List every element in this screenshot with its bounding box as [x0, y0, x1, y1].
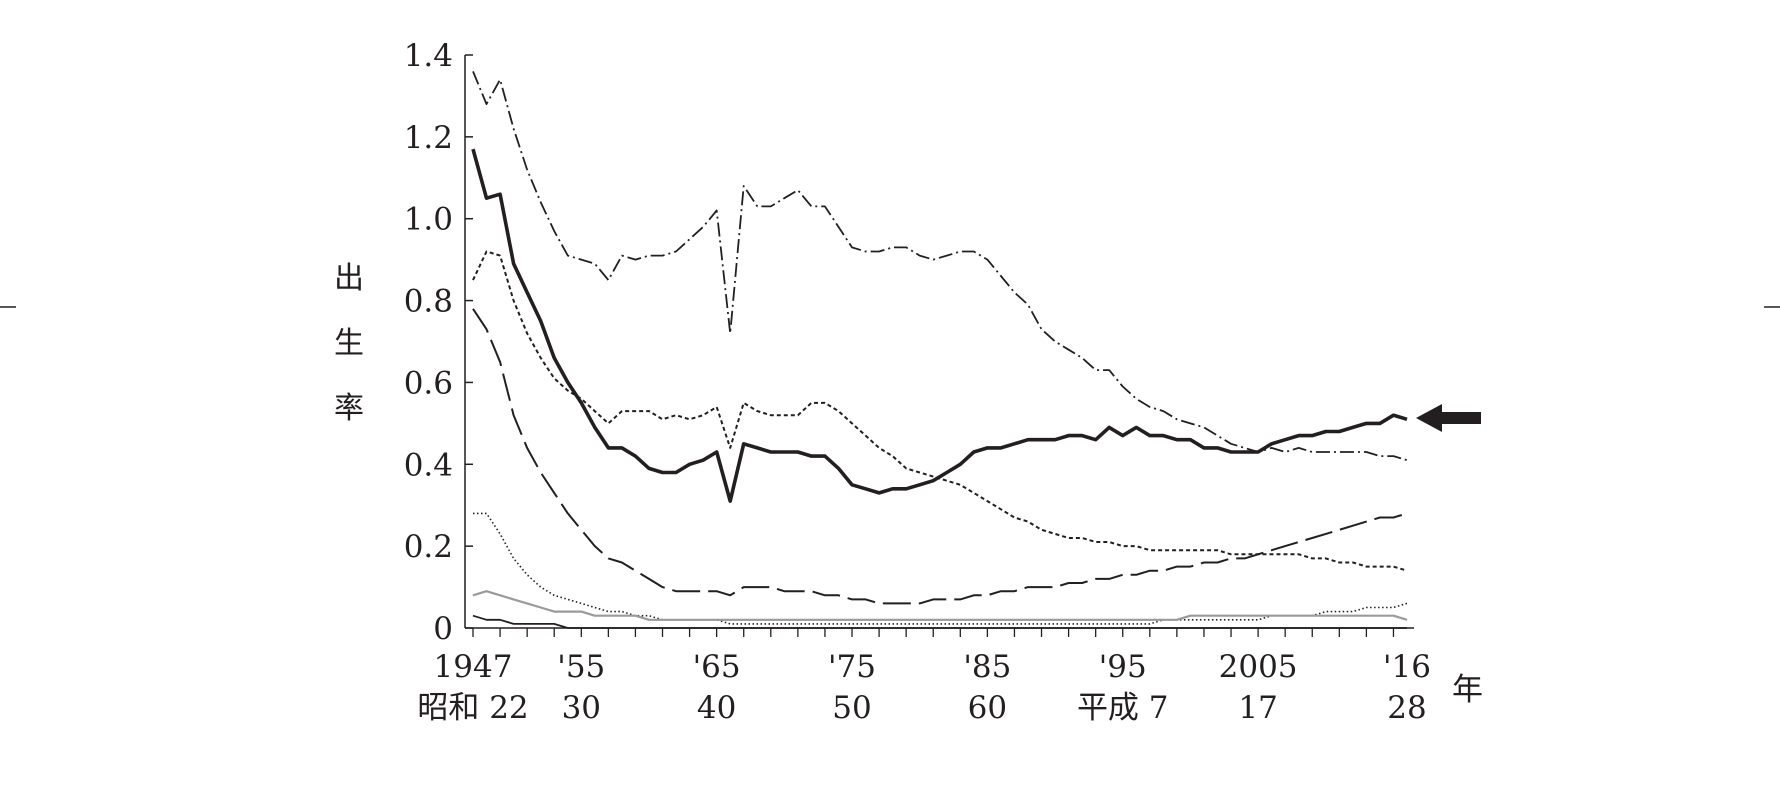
series-line-dotted — [472, 250, 1408, 572]
y-tick-label: 0 — [433, 611, 453, 647]
x-tick-label-western: '95 — [1099, 649, 1147, 685]
x-tick-label-era: 30 — [562, 690, 601, 726]
x-tick-label-western: '55 — [557, 649, 605, 685]
series-line-solid-gray — [472, 590, 1408, 621]
x-tick-label-era: 60 — [968, 690, 1007, 726]
y-tick-label: 0.2 — [404, 529, 453, 565]
x-tick-label-western: '85 — [963, 649, 1011, 685]
x-tick-label-western: 1947 — [434, 649, 513, 685]
y-tick-labels: 1.4 1.2 1.0 0.8 0.6 0.4 0.2 0 — [404, 38, 473, 647]
x-axis-title: 年 — [1452, 672, 1483, 708]
x-tick-labels: 1947 昭和 22 '55 30 '65 40 '75 50 '85 60 '95 平成 7 2005… — [417, 628, 1431, 726]
y-tick-label: 1.2 — [404, 120, 453, 156]
series-layer — [471, 71, 1408, 629]
y-axis-title-char: 生 — [334, 326, 364, 361]
series-line-finedot — [473, 512, 1408, 625]
x-tick-label-western: '65 — [693, 649, 741, 685]
arrow-shape — [1416, 404, 1481, 432]
y-axis-title: 出生率 — [334, 261, 364, 426]
x-tick-label-era: 50 — [832, 690, 871, 726]
y-axis-title-char: 率 — [334, 391, 364, 426]
y-tick-label: 1.0 — [404, 202, 453, 238]
x-tick-label-western: '16 — [1383, 649, 1431, 685]
y-axis-title-text: 出生率 — [334, 261, 364, 426]
y-tick-label: 0.6 — [404, 365, 453, 401]
series-line-longdash — [472, 308, 1408, 605]
series-line-solid-bold — [471, 148, 1408, 503]
y-tick-label: 1.4 — [404, 38, 453, 74]
series-line-dashdot — [472, 71, 1408, 462]
y-tick-label: 0.4 — [404, 447, 453, 483]
y-axis-title-char: 出 — [334, 261, 364, 296]
x-tick-label-era: 昭和 22 — [417, 690, 528, 726]
x-tick-label-era: 40 — [697, 690, 736, 726]
y-tick-label: 0.8 — [404, 284, 453, 320]
highlight-arrow-icon — [1416, 404, 1481, 432]
x-tick-label-western: '75 — [828, 649, 876, 685]
x-tick-label-western: 2005 — [1219, 649, 1298, 685]
x-tick-label-era: 平成 7 — [1077, 690, 1169, 726]
series-line-solid-thin — [472, 614, 1407, 629]
x-tick-label-era: 17 — [1238, 690, 1277, 726]
x-tick-label-era: 28 — [1387, 690, 1426, 726]
